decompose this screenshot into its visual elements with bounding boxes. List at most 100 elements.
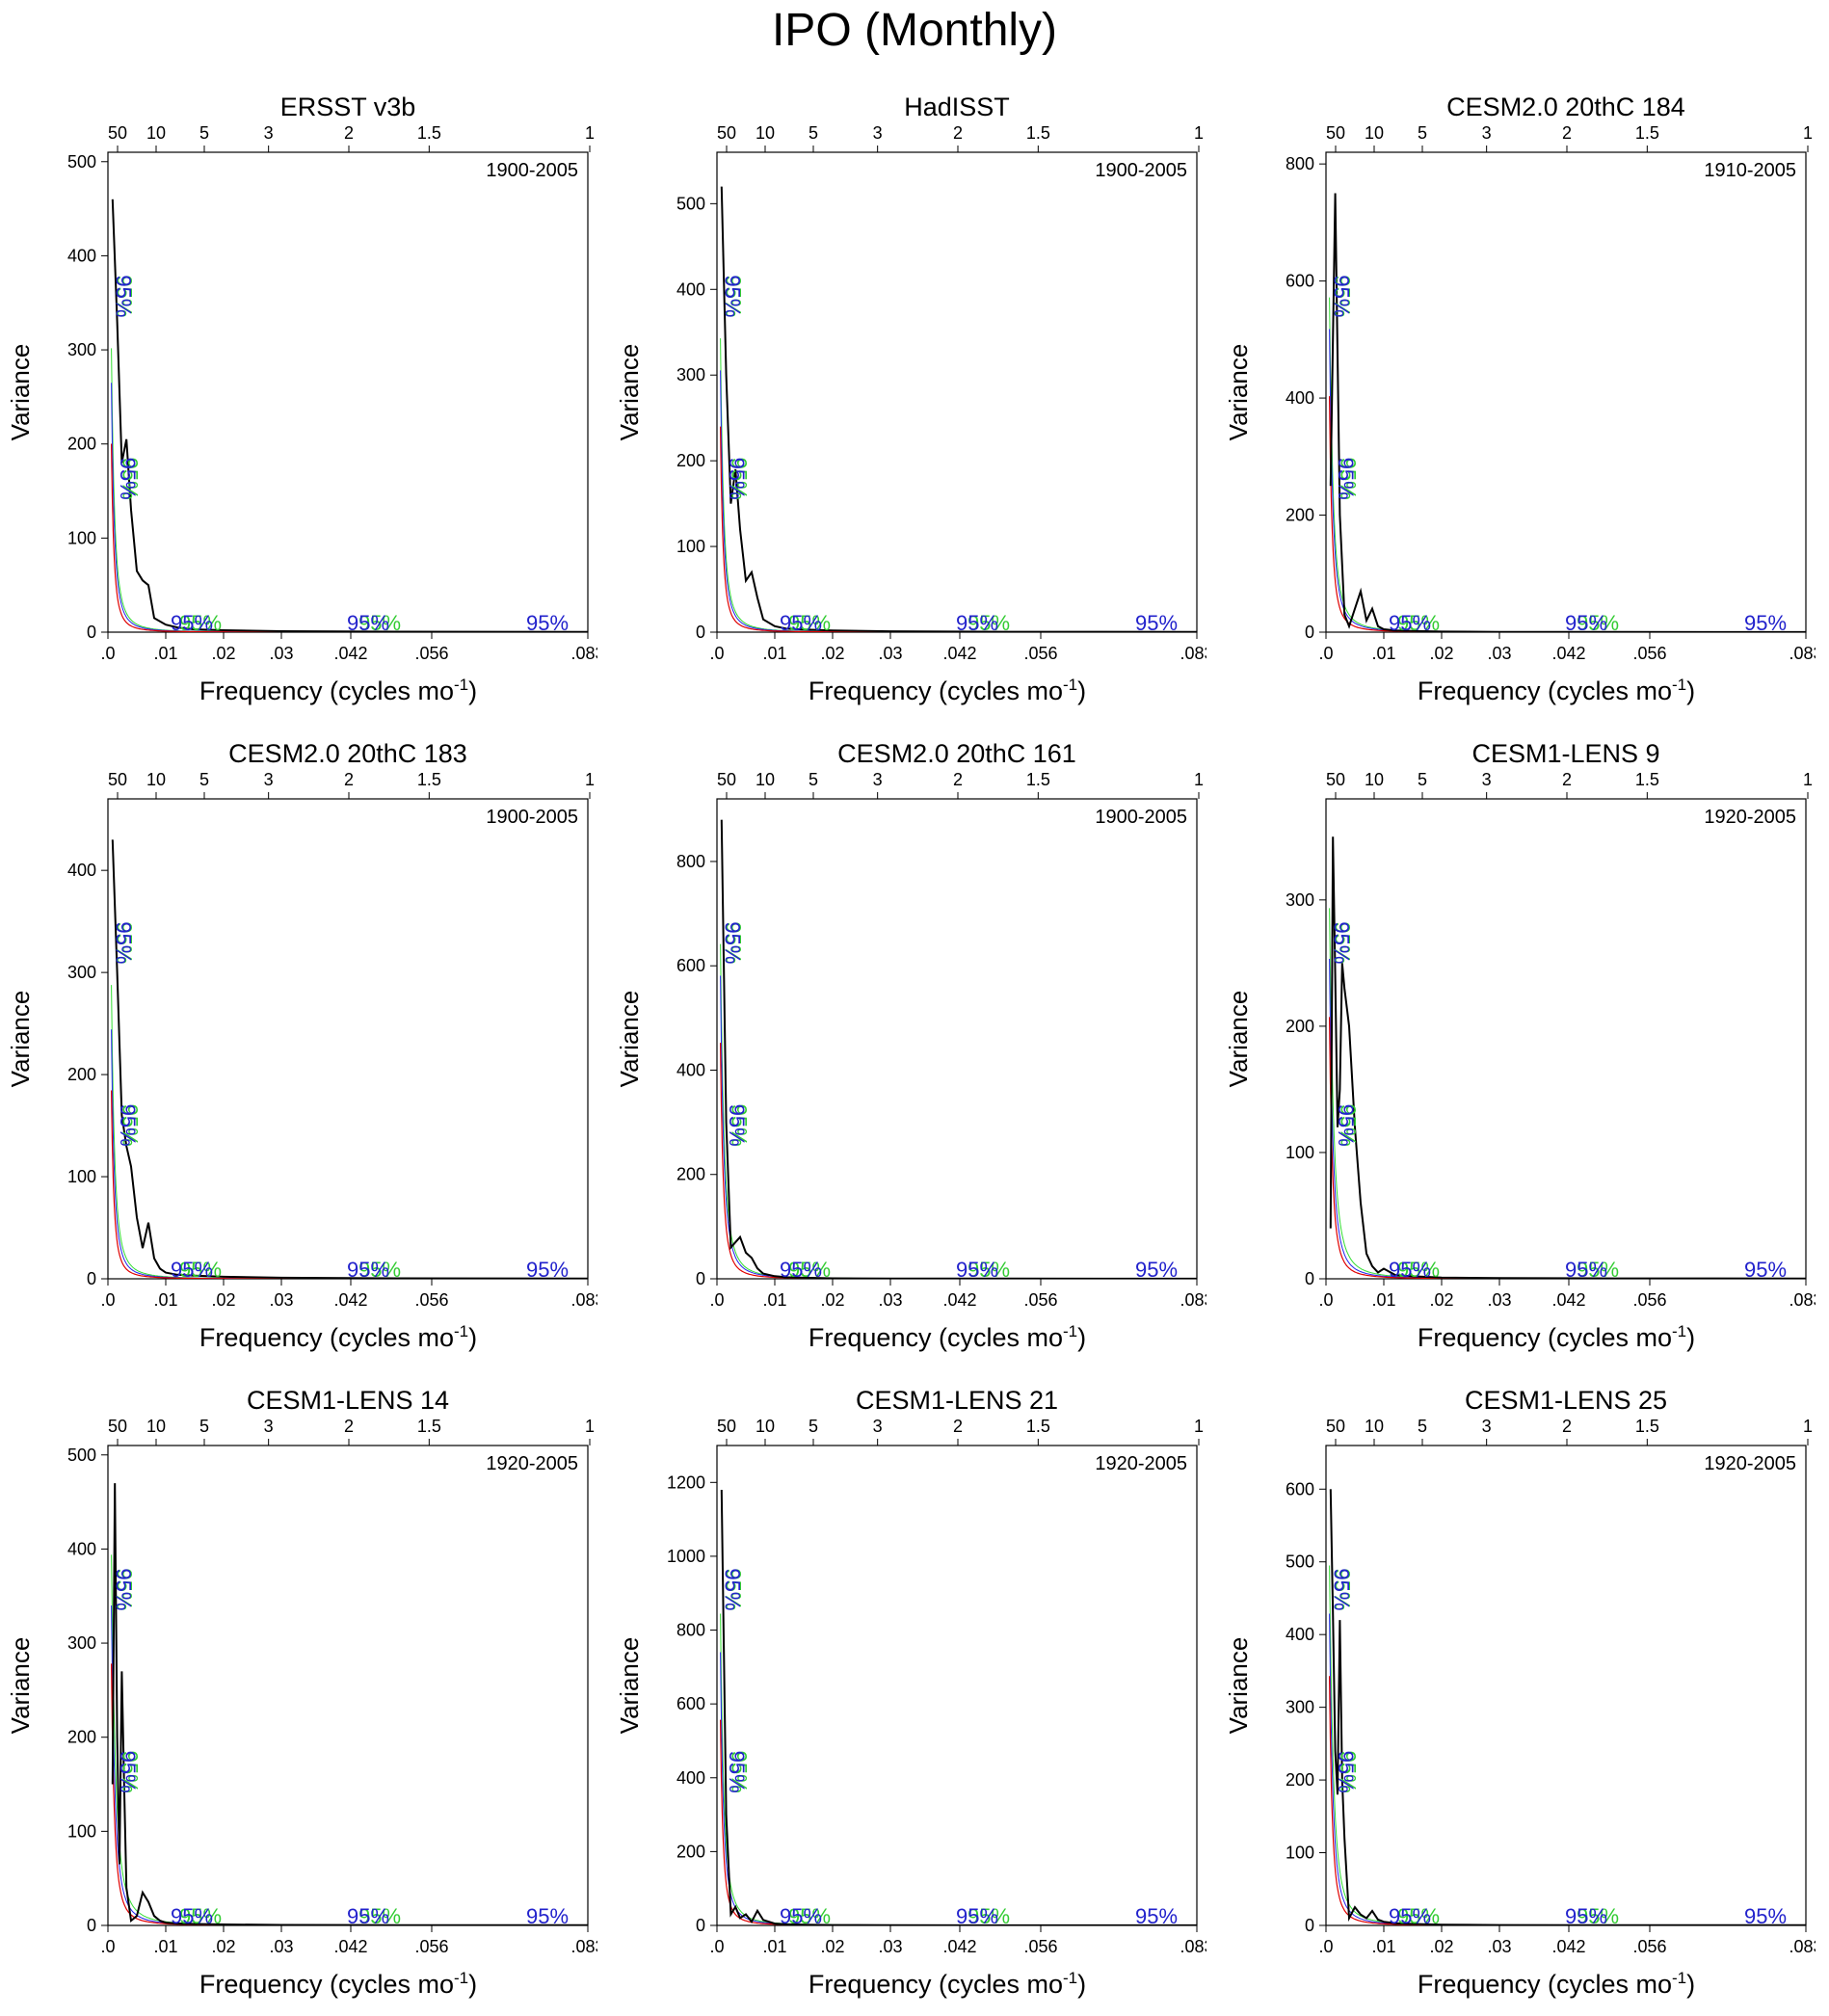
top-tick-label: 10 xyxy=(146,123,166,143)
bottom-tick-label: .01 xyxy=(1371,644,1395,663)
panel-title: CESM1-LENS 9 xyxy=(1471,739,1659,768)
period-label: 1900-2005 xyxy=(1095,807,1187,828)
confidence-curve-green xyxy=(721,338,1197,632)
significance-label: 95% xyxy=(780,1258,822,1282)
period-label: 1900-2005 xyxy=(1095,160,1187,181)
top-tick-label: 1 xyxy=(1194,770,1204,789)
plot-area xyxy=(112,839,589,1279)
confidence-curve-blue xyxy=(112,1029,588,1279)
top-tick-label: 5 xyxy=(808,123,818,143)
y-tick-label: 800 xyxy=(676,852,705,871)
bottom-tick-label: .01 xyxy=(153,1937,177,1956)
significance-label: 95% xyxy=(347,1258,389,1282)
significance-label: 95% xyxy=(526,611,569,635)
plot-frame xyxy=(108,1446,588,1925)
significance-label: 95% xyxy=(111,275,135,317)
period-label: 1900-2005 xyxy=(486,807,578,828)
spectrum-line xyxy=(113,1483,588,1925)
plot-frame xyxy=(108,152,588,632)
y-tick-label: 200 xyxy=(67,435,96,454)
bottom-tick-label: .042 xyxy=(942,1937,976,1956)
x-axis-label-sup: -1 xyxy=(1063,1969,1077,1987)
x-axis-label-sup: -1 xyxy=(454,676,468,694)
confidence-curve-green xyxy=(721,1614,1197,1926)
top-tick-label: 50 xyxy=(1326,770,1345,789)
x-axis-label-sup: -1 xyxy=(1672,1969,1686,1987)
y-tick-label: 400 xyxy=(676,1060,705,1079)
y-tick-label: 100 xyxy=(676,537,705,556)
plot-frame xyxy=(717,152,1197,632)
panel-title: CESM1-LENS 21 xyxy=(856,1386,1058,1415)
significance-label: 95% xyxy=(1565,1258,1607,1282)
y-tick-label: 0 xyxy=(696,1916,705,1935)
plot-frame xyxy=(1326,799,1806,1279)
significance-label: 95% xyxy=(1389,1258,1431,1282)
significance-label: 95% xyxy=(526,1904,569,1928)
x-axis-label-main: Frequency (cycles mo xyxy=(1418,1323,1672,1352)
significance-label: 95% xyxy=(720,1568,744,1610)
period-label: 1900-2005 xyxy=(486,160,578,181)
top-tick-label: 1.5 xyxy=(1635,123,1659,143)
significance-label: 95% xyxy=(1334,1104,1358,1147)
bottom-tick-label: .056 xyxy=(414,1937,448,1956)
confidence-curve-green xyxy=(721,944,1197,1279)
plot-area xyxy=(112,1483,589,1925)
top-tick-label: 5 xyxy=(199,1417,209,1436)
y-axis-label: Variance xyxy=(1224,1637,1253,1735)
bottom-tick-label: .03 xyxy=(269,644,293,663)
bottom-tick-label: .0 xyxy=(1318,1290,1333,1310)
confidence-curve-blue xyxy=(1330,959,1806,1279)
significance-label: 95% xyxy=(111,1568,135,1610)
y-tick-label: 400 xyxy=(67,1539,96,1558)
top-tick-label: 10 xyxy=(146,1417,166,1436)
bottom-tick-label: .042 xyxy=(942,1290,976,1310)
y-tick-label: 200 xyxy=(1286,1770,1314,1790)
top-tick-label: 10 xyxy=(1365,770,1384,789)
bottom-tick-label: .0 xyxy=(1318,644,1333,663)
top-tick-label: 50 xyxy=(108,1417,127,1436)
bottom-tick-label: .042 xyxy=(333,1290,367,1310)
top-tick-label: 50 xyxy=(1326,123,1345,143)
significance-label: 95% xyxy=(1389,1904,1431,1928)
x-axis-label-main: Frequency (cycles mo xyxy=(199,676,454,705)
top-tick-label: 1 xyxy=(585,123,595,143)
bottom-tick-label: .03 xyxy=(878,1290,902,1310)
y-tick-label: 300 xyxy=(1286,1698,1314,1717)
bottom-tick-label: .02 xyxy=(820,644,844,663)
x-axis-label-sup: -1 xyxy=(1672,1322,1686,1340)
top-tick-label: 1 xyxy=(1803,770,1813,789)
panel-title: CESM2.0 20thC 183 xyxy=(228,739,467,768)
y-tick-label: 100 xyxy=(67,528,96,547)
plot-area xyxy=(721,1490,1198,1925)
bottom-tick-label: .03 xyxy=(1487,1290,1511,1310)
x-axis-label-close: ) xyxy=(1077,1323,1086,1352)
bottom-tick-label: .02 xyxy=(1429,644,1453,663)
bottom-tick-label: .0 xyxy=(1318,1937,1333,1956)
y-tick-label: 0 xyxy=(87,623,96,642)
panel-title: CESM1-LENS 25 xyxy=(1465,1386,1667,1415)
x-axis-label: Frequency (cycles mo-1) xyxy=(1418,1322,1695,1352)
x-axis-label: Frequency (cycles mo-1) xyxy=(1418,1969,1695,1999)
bottom-tick-label: .056 xyxy=(414,644,448,663)
bottom-tick-label: .03 xyxy=(269,1290,293,1310)
top-tick-label: 50 xyxy=(108,770,127,789)
top-tick-label: 50 xyxy=(108,123,127,143)
x-axis-label-close: ) xyxy=(1686,676,1695,705)
significance-label: 95% xyxy=(347,611,389,635)
significance-label: 95% xyxy=(171,1904,213,1928)
significance-label: 95% xyxy=(1744,611,1787,635)
top-tick-label: 3 xyxy=(264,770,274,789)
y-tick-label: 100 xyxy=(67,1821,96,1841)
top-tick-label: 2 xyxy=(953,123,963,143)
x-axis-label-close: ) xyxy=(1686,1970,1695,1999)
bottom-tick-label: .042 xyxy=(1551,1290,1585,1310)
significance-label: 95% xyxy=(1334,1751,1358,1793)
bottom-tick-label: .02 xyxy=(820,1937,844,1956)
top-tick-label: 3 xyxy=(1482,770,1492,789)
spectrum-line xyxy=(722,820,1197,1279)
y-tick-label: 200 xyxy=(1286,506,1314,525)
top-tick-label: 1 xyxy=(1194,123,1204,143)
